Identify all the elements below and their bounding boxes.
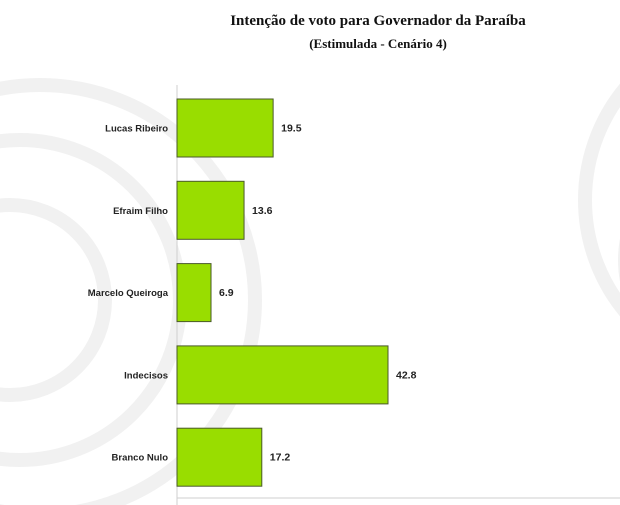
category-label-lucas-ribeiro: Lucas Ribeiro: [105, 124, 168, 135]
category-label-indecisos: Indecisos: [124, 370, 168, 381]
bar-marcelo-queiroga: [176, 263, 212, 323]
value-label-branco-nulo: 17.2: [270, 452, 291, 464]
bar-lucas-ribeiro: [176, 98, 274, 158]
bar-branco-nulo: [176, 427, 263, 487]
bars-group: Lucas Ribeiro 19.5 Efraim Filho 13.6 Marcelo…: [88, 98, 417, 487]
value-label-lucas-ribeiro: 19.5: [281, 123, 302, 135]
category-label-efraim-filho: Efraim Filho: [113, 206, 168, 217]
bar-efraim-filho: [176, 180, 245, 240]
category-label-branco-nulo: Branco Nulo: [112, 453, 169, 464]
value-label-marcelo-queiroga: 6.9: [219, 287, 234, 299]
value-label-efraim-filho: 13.6: [252, 205, 273, 217]
chart-subtitle: (Estimulada - Cenário 4): [309, 36, 447, 51]
bar-indecisos: [176, 345, 389, 405]
category-label-marcelo-queiroga: Marcelo Queiroga: [88, 288, 169, 299]
chart-title: Intenção de voto para Governador da Para…: [230, 13, 526, 29]
value-label-indecisos: 42.8: [396, 369, 417, 381]
